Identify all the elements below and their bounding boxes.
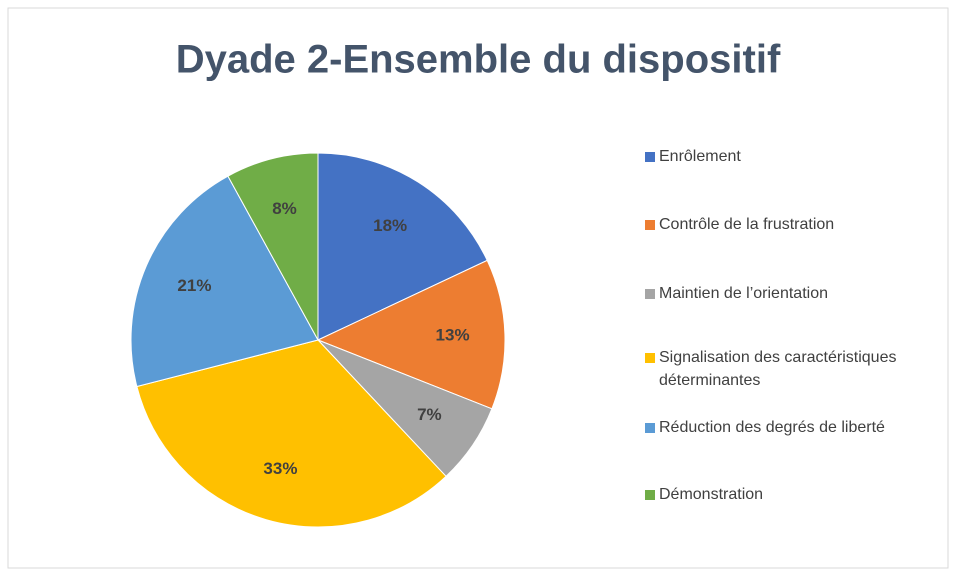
legend-label: Réduction des degrés de liberté <box>659 419 885 436</box>
legend-swatch <box>645 423 655 433</box>
data-label: 18% <box>373 216 407 235</box>
data-label: 8% <box>272 199 297 218</box>
pie-slice <box>136 339 447 528</box>
legend-label: Démonstration <box>659 486 763 503</box>
pie-slice <box>227 152 319 341</box>
legend-label: Signalisation des caractéristiques déterm… <box>659 349 896 389</box>
legend-swatch <box>645 289 655 299</box>
pie-slice <box>316 259 506 410</box>
legend-line: déterminantes <box>659 372 760 389</box>
legend-swatch <box>645 490 655 500</box>
pie-slice <box>130 175 319 388</box>
legend-swatch <box>645 353 655 363</box>
legend-label: Contrôle de la frustration <box>659 216 834 233</box>
legend-swatch <box>645 220 655 230</box>
legend-swatch <box>645 152 655 162</box>
chart-title: Dyade 2-Ensemble du dispositif <box>176 38 781 82</box>
data-label: 33% <box>263 459 297 478</box>
pie-slice <box>317 152 488 341</box>
legend-label: Enrôlement <box>659 148 741 165</box>
data-label: 7% <box>417 405 442 424</box>
legend-line: Signalisation des caractéristiques <box>659 349 896 366</box>
data-label: 21% <box>177 276 211 295</box>
data-label: 13% <box>436 325 470 344</box>
legend-label: Maintien de l’orientation <box>659 285 828 302</box>
